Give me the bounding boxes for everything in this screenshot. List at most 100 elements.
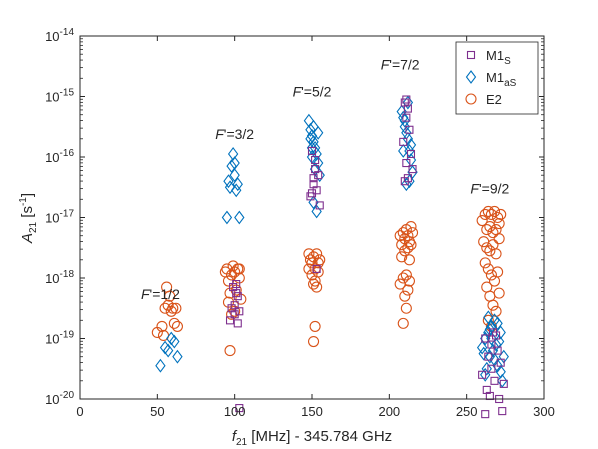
- y-tick-label-base: 10: [45, 271, 59, 286]
- data-point-diamond: [476, 340, 488, 355]
- data-point-circle: [485, 269, 497, 281]
- y-tick-label: 10-15: [45, 88, 74, 105]
- data-point-circle: [394, 278, 406, 290]
- annotation-label: F'=7/2: [381, 56, 420, 72]
- y-tick-label-base: 10: [45, 90, 59, 105]
- data-point-circle: [233, 263, 245, 275]
- x-tick-label: 300: [533, 404, 555, 419]
- data-point-diamond: [308, 195, 319, 210]
- data-point-circle: [488, 205, 501, 217]
- y-tick-label: 10-17: [45, 209, 74, 226]
- data-point-circle: [307, 278, 320, 290]
- data-point-circle: [311, 248, 323, 260]
- y-tick-label-exp: -18: [60, 269, 75, 280]
- data-point-circle: [487, 299, 499, 311]
- data-point-circle: [482, 205, 494, 217]
- y-tick-label: 10-19: [45, 330, 74, 347]
- x-tick-label: 50: [150, 404, 164, 419]
- data-point-circle: [168, 317, 180, 329]
- data-point-circle: [397, 317, 409, 329]
- annotation-label-value: '=1/2: [150, 286, 181, 302]
- data-point-circle: [400, 269, 412, 281]
- data-point-circle: [314, 254, 326, 266]
- data-point-circle: [400, 302, 412, 314]
- data-point-circle: [399, 245, 411, 257]
- data-point-circle: [493, 287, 505, 299]
- data-point-circle: [493, 233, 505, 245]
- annotation-label-value: '=9/2: [479, 180, 510, 196]
- x-tick-label: 200: [378, 404, 400, 419]
- data-point-square: [481, 410, 490, 419]
- data-point-circle: [403, 254, 415, 266]
- x-tick-label: 250: [456, 404, 478, 419]
- data-point-circle: [159, 302, 171, 314]
- y-axis-title-close: ]: [19, 193, 36, 197]
- y-tick-label-base: 10: [45, 29, 59, 44]
- annotation-label-var: F: [215, 126, 225, 142]
- y-tick-label-exp: -19: [60, 330, 75, 341]
- y-tick-label-exp: -16: [60, 148, 75, 159]
- data-point-circle: [170, 302, 182, 314]
- y-tick-label: 10-18: [45, 269, 74, 286]
- y-tick-label-exp: -17: [60, 209, 75, 220]
- data-point-diamond: [399, 119, 410, 134]
- data-point-square: [315, 201, 324, 210]
- x-axis-title-sub: 21: [236, 437, 248, 448]
- y-tick-label-base: 10: [45, 211, 59, 226]
- data-point-circle: [167, 302, 179, 314]
- data-point-square: [225, 316, 235, 325]
- y-tick-label-exp: -14: [60, 27, 75, 38]
- data-point-diamond: [402, 131, 414, 146]
- data-point-circle: [485, 208, 497, 221]
- data-point-diamond: [311, 204, 322, 219]
- data-point-diamond: [169, 334, 180, 349]
- data-point-circle: [396, 239, 408, 251]
- data-point-square: [487, 340, 496, 349]
- legend-entry-name: M1: [486, 70, 504, 85]
- data-point-circle: [405, 221, 417, 233]
- data-point-circle: [161, 281, 173, 293]
- data-point-circle: [306, 269, 318, 281]
- data-point-square: [235, 307, 244, 316]
- x-tick-label: 150: [301, 404, 323, 419]
- y-tick-label-exp: -20: [60, 390, 75, 401]
- y-tick-label: 10-14: [45, 27, 74, 44]
- y-tick-label-base: 10: [45, 392, 59, 407]
- y-tick-label-base: 10: [45, 332, 59, 347]
- data-point-diamond: [229, 168, 240, 183]
- data-point-diamond: [155, 358, 166, 373]
- data-point-circle: [303, 263, 315, 275]
- data-point-diamond: [162, 343, 174, 358]
- annotation-label-value: '=3/2: [224, 126, 255, 142]
- x-axis-title-main: f: [232, 428, 238, 445]
- data-point-circle: [490, 248, 502, 260]
- data-point-square: [307, 146, 317, 155]
- data-point-square: [493, 346, 502, 355]
- data-point-diamond: [399, 113, 410, 128]
- y-tick-label: 10-20: [45, 390, 74, 407]
- data-point-circle: [402, 242, 414, 254]
- tick-labels: 0 50 100 150 200 250 30010-2010-1910-1810-1710…: [45, 27, 555, 419]
- data-point-diamond: [229, 156, 240, 170]
- legend-box: [455, 41, 539, 115]
- data-point-square: [403, 104, 412, 113]
- data-point-square: [492, 331, 501, 340]
- data-point-circle: [396, 251, 408, 263]
- data-point-square: [309, 174, 318, 183]
- data-point-circle: [224, 345, 236, 357]
- data-point-diamond: [481, 361, 492, 376]
- annotation-label-var: F: [141, 286, 151, 302]
- data-point-square: [233, 319, 242, 328]
- data-point-circle: [492, 211, 504, 224]
- legend-marker-square: [466, 50, 476, 60]
- data-point-diamond: [223, 174, 234, 189]
- data-point-circle: [492, 266, 504, 278]
- data-point-circle: [156, 320, 168, 332]
- data-points: [151, 95, 509, 419]
- data-point-square: [230, 301, 239, 310]
- annotations: F'=1/2F'=3/2F'=5/2F'=7/2F'=9/2: [141, 56, 510, 302]
- data-point-circle: [481, 224, 493, 236]
- data-point-diamond: [221, 210, 233, 225]
- legend-entry-sub: S: [504, 56, 511, 67]
- data-point-diamond: [495, 364, 506, 379]
